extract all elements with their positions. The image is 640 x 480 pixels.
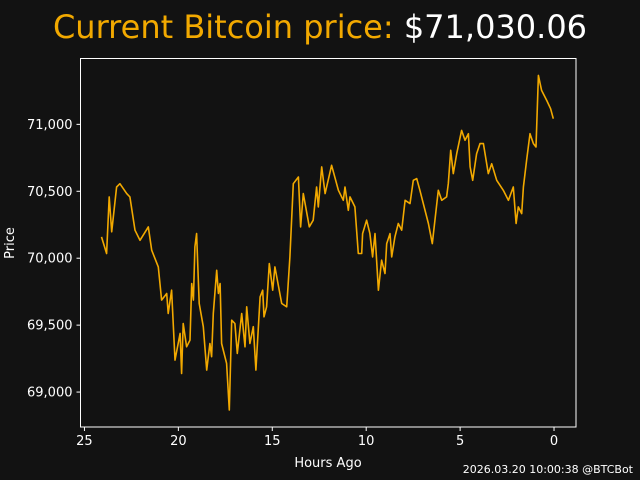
price-line xyxy=(100,74,555,411)
x-axis-label: Hours Ago xyxy=(294,456,361,471)
current-price: $71,030.06 xyxy=(403,8,588,46)
y-tick-label: 69,000 xyxy=(27,386,73,401)
chart-title: Current Bitcoin price: $71,030.06 xyxy=(0,8,640,46)
y-tick-label: 70,500 xyxy=(27,185,73,200)
x-tick-label: 20 xyxy=(170,434,187,449)
x-tick-label: 10 xyxy=(358,434,375,449)
y-tick-label: 69,500 xyxy=(27,319,73,334)
x-tick-label: 25 xyxy=(76,434,93,449)
x-tick-label: 15 xyxy=(264,434,281,449)
y-tick-label: 70,000 xyxy=(27,252,73,267)
plot-frame xyxy=(80,58,577,428)
timestamp-footer: 2026.03.20 10:00:38 @BTCBot xyxy=(462,463,633,476)
y-axis-label: Price xyxy=(3,227,18,259)
title-label: Current Bitcoin price: xyxy=(52,8,404,46)
y-tick-label: 71,000 xyxy=(27,118,73,133)
x-tick-label: 0 xyxy=(550,434,558,449)
x-tick-label: 5 xyxy=(456,434,464,449)
